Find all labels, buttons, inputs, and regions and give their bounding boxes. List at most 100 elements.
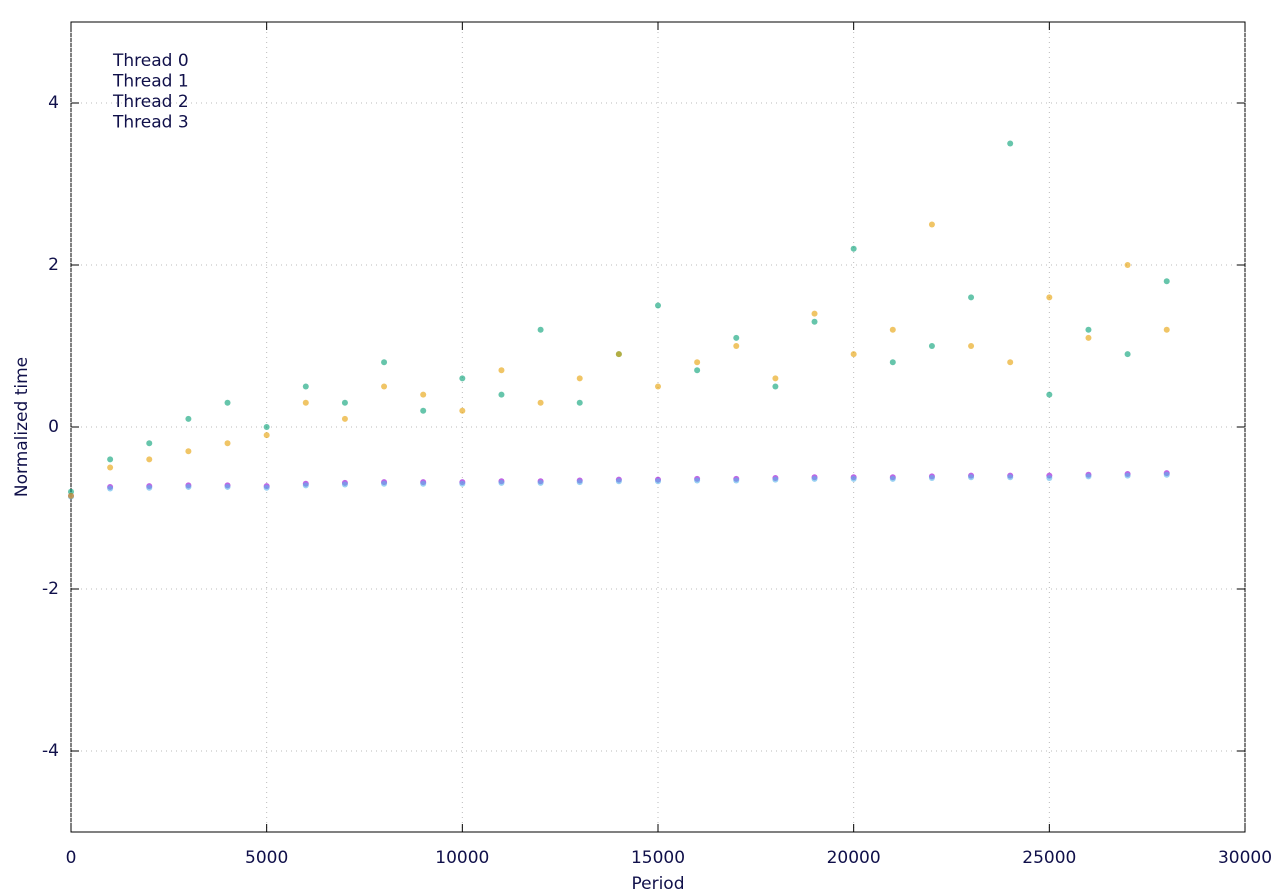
point	[928, 343, 935, 349]
point	[263, 432, 270, 439]
point	[850, 351, 857, 358]
point	[459, 407, 466, 414]
point	[224, 399, 231, 406]
point	[772, 476, 779, 483]
y-tick-label: 0	[48, 417, 59, 437]
legend-label: Thread 0	[112, 51, 189, 71]
point	[1046, 475, 1053, 482]
point	[811, 310, 818, 317]
point	[498, 479, 505, 486]
point	[1163, 278, 1170, 285]
point	[733, 343, 740, 349]
x-tick-label: 20000	[827, 848, 881, 868]
point	[968, 294, 975, 301]
point	[655, 383, 661, 390]
point	[694, 367, 701, 374]
point	[498, 391, 505, 398]
y-tick-label: -2	[42, 579, 59, 599]
point	[576, 479, 583, 486]
point	[1046, 391, 1053, 398]
point	[420, 480, 427, 487]
point	[772, 383, 779, 390]
point	[811, 475, 818, 482]
legend-label: Thread 1	[112, 72, 189, 92]
point	[185, 448, 192, 455]
point	[968, 343, 975, 349]
point	[968, 474, 975, 481]
point	[341, 481, 348, 488]
point	[655, 302, 661, 309]
point	[1085, 334, 1092, 341]
point	[1007, 474, 1014, 481]
point	[772, 375, 779, 382]
point	[1046, 294, 1053, 301]
point	[1085, 473, 1092, 480]
point	[302, 482, 309, 489]
point	[185, 483, 192, 490]
point	[889, 475, 896, 482]
point	[459, 375, 466, 382]
y-tick-label: 4	[48, 93, 59, 113]
point	[146, 440, 153, 447]
point	[615, 351, 622, 358]
point	[224, 483, 231, 490]
point	[459, 480, 466, 487]
point	[107, 485, 114, 492]
point	[928, 221, 935, 228]
point	[1163, 326, 1170, 333]
point	[341, 415, 348, 422]
point	[1085, 326, 1092, 333]
point	[146, 456, 153, 463]
point	[302, 383, 309, 390]
point	[1124, 351, 1131, 358]
point	[263, 484, 270, 491]
point	[733, 477, 740, 484]
x-axis-label: Period	[631, 874, 684, 894]
point	[381, 359, 388, 366]
legend-label: Thread 2	[112, 92, 189, 112]
x-tick-label: 30000	[1218, 848, 1272, 868]
point	[576, 375, 583, 382]
x-tick-label: 25000	[1022, 848, 1076, 868]
legend-label: Thread 3	[112, 113, 189, 133]
point	[498, 367, 505, 374]
point	[694, 359, 701, 366]
point	[655, 478, 661, 485]
x-tick-label: 0	[66, 848, 77, 868]
point	[1163, 471, 1170, 478]
x-tick-label: 5000	[245, 848, 288, 868]
point	[224, 440, 231, 447]
point	[381, 480, 388, 487]
point	[928, 475, 935, 482]
x-tick-label: 15000	[631, 848, 685, 868]
point	[381, 383, 388, 390]
point	[263, 424, 270, 430]
y-axis-label: Normalized time	[12, 357, 32, 497]
y-tick-label: 2	[48, 255, 59, 275]
point	[576, 399, 583, 406]
point	[1007, 140, 1014, 147]
point	[537, 326, 544, 333]
point	[850, 475, 857, 482]
point	[107, 464, 114, 471]
point	[107, 456, 114, 463]
point	[889, 326, 896, 333]
point	[615, 478, 622, 485]
point	[420, 391, 427, 398]
point	[68, 492, 74, 499]
point	[811, 318, 818, 325]
point	[302, 399, 309, 406]
x-tick-label: 10000	[435, 848, 489, 868]
point	[537, 479, 544, 486]
point	[146, 484, 153, 491]
point	[694, 477, 701, 484]
point	[889, 359, 896, 366]
point	[1007, 359, 1014, 366]
point	[850, 245, 857, 252]
point	[1124, 262, 1131, 268]
y-tick-label: -4	[42, 741, 59, 761]
point	[537, 399, 544, 406]
point	[733, 334, 740, 341]
point	[185, 415, 192, 422]
